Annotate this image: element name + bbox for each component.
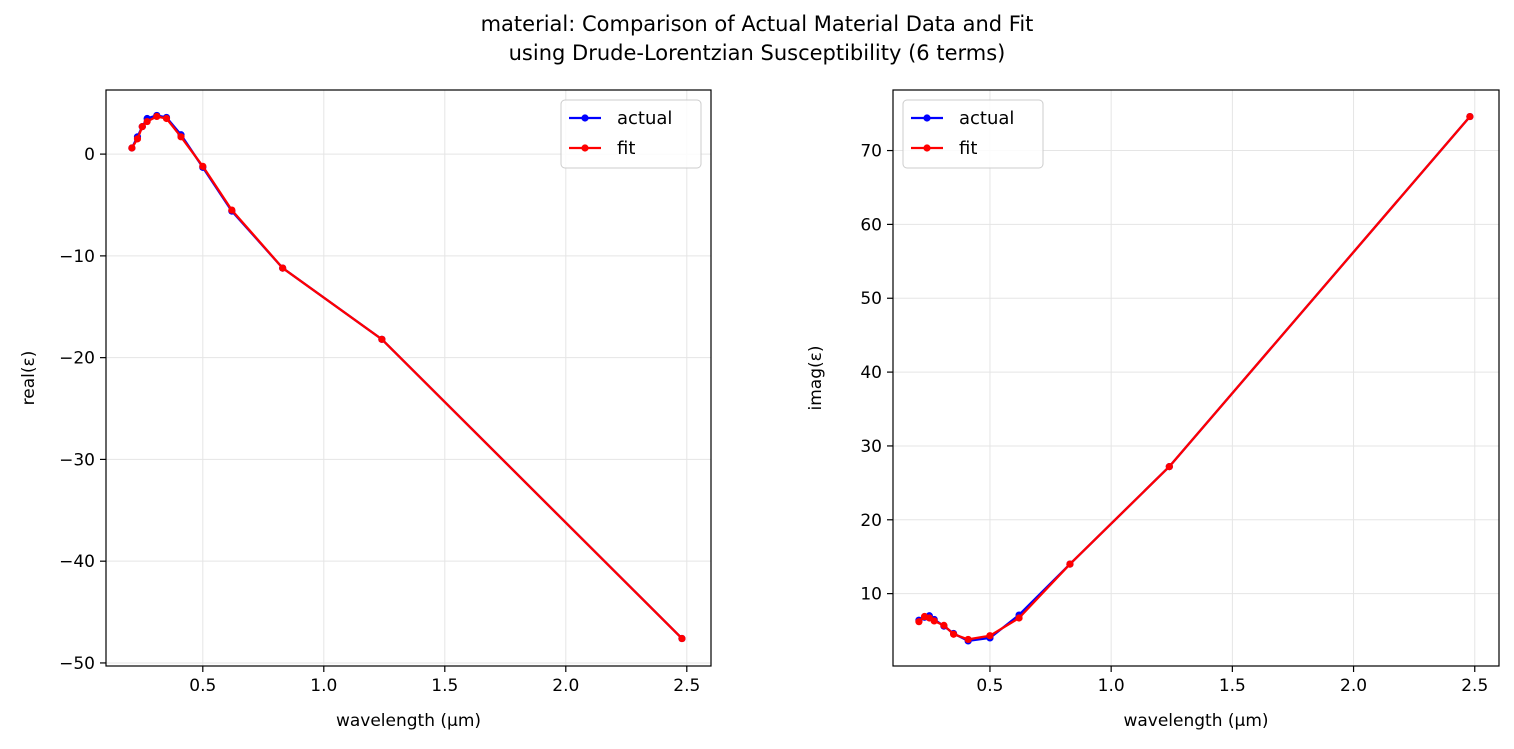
series-point-fit bbox=[153, 112, 161, 121]
series-point-fit bbox=[162, 114, 171, 123]
legend-label-actual: actual bbox=[959, 108, 1014, 129]
y-axis-label: imag(ε) bbox=[806, 346, 826, 411]
legend-marker-fit bbox=[581, 144, 589, 152]
series-point-fit bbox=[678, 634, 686, 643]
x-tick-label: 0.5 bbox=[976, 676, 1003, 696]
y-tick-label: 20 bbox=[860, 511, 882, 531]
y-tick-label: −30 bbox=[59, 450, 95, 470]
series-point-fit bbox=[177, 133, 185, 141]
y-tick-label: 30 bbox=[860, 437, 882, 457]
x-tick-label: 1.0 bbox=[310, 676, 337, 696]
x-tick-label: 1.5 bbox=[431, 676, 458, 696]
y-tick-label: 50 bbox=[860, 289, 882, 309]
series-line-actual bbox=[130, 114, 683, 640]
series-point-fit bbox=[133, 135, 142, 143]
x-axis-label: wavelength (µm) bbox=[1123, 711, 1268, 731]
plot-frame bbox=[892, 89, 1500, 667]
series-point-fit bbox=[228, 206, 236, 214]
x-tick-label: 1.5 bbox=[1219, 676, 1246, 696]
figure-title: material: Comparison of Actual Material … bbox=[0, 10, 1514, 68]
x-tick-label: 2.5 bbox=[673, 676, 700, 696]
y-tick-label: −10 bbox=[59, 247, 95, 267]
series-point-fit bbox=[950, 630, 958, 638]
chart-2: 0.5 1.0 1.5 2.0 2.5 10 20 30 40 50 60 70 wavelength … bbox=[806, 89, 1500, 731]
x-tick-label: 2.0 bbox=[1340, 676, 1367, 696]
x-tick-label: 1.0 bbox=[1098, 676, 1125, 696]
series-line-fit bbox=[918, 115, 1471, 641]
y-tick-label: 70 bbox=[860, 142, 882, 162]
series-layer bbox=[128, 111, 686, 643]
legend-marker-actual bbox=[581, 114, 589, 122]
series-point-fit bbox=[986, 632, 994, 640]
series-line-fit bbox=[130, 115, 683, 640]
series-point-fit bbox=[143, 117, 151, 126]
x-axis-label: wavelength (µm) bbox=[336, 711, 481, 731]
legend-label-fit: fit bbox=[959, 138, 977, 159]
series-point-fit bbox=[1165, 463, 1173, 471]
legend: actual fit bbox=[902, 99, 1044, 169]
x-tick-label: 2.0 bbox=[552, 676, 579, 696]
series-point-fit bbox=[279, 264, 287, 272]
series-point-fit bbox=[964, 635, 972, 644]
series-point-fit bbox=[378, 335, 386, 343]
series-point-fit bbox=[1466, 112, 1474, 121]
series-point-fit bbox=[915, 618, 923, 626]
series-point-fit bbox=[1015, 614, 1023, 622]
legend-label-fit: fit bbox=[617, 138, 635, 159]
series-point-fit bbox=[138, 123, 146, 131]
legend-marker-actual bbox=[923, 114, 931, 122]
series-point-fit bbox=[930, 617, 938, 625]
legend-marker-fit bbox=[923, 144, 931, 152]
series-line-actual bbox=[918, 115, 1471, 643]
y-tick-label: −20 bbox=[59, 349, 95, 369]
y-tick-label: 40 bbox=[860, 363, 882, 383]
y-tick-label: 60 bbox=[860, 215, 882, 235]
x-tick-label: 0.5 bbox=[189, 676, 216, 696]
series-layer bbox=[915, 112, 1474, 645]
y-axis-label: real(ε) bbox=[19, 351, 39, 406]
legend: actual fit bbox=[560, 99, 702, 169]
y-tick-label: 10 bbox=[860, 585, 882, 605]
legend-label-actual: actual bbox=[617, 108, 672, 129]
y-tick-label: −40 bbox=[59, 552, 95, 572]
series-point-fit bbox=[199, 162, 207, 170]
chart-1: 0.5 1.0 1.5 2.0 2.5 0 −10 −20 −30 −40 −50 wavelengt… bbox=[19, 89, 712, 731]
series-point-fit bbox=[940, 621, 948, 629]
y-tick-label: 0 bbox=[84, 145, 95, 165]
figure-title-line1: material: Comparison of Actual Material … bbox=[480, 12, 1034, 36]
series-point-fit bbox=[128, 144, 136, 152]
plot-frame bbox=[105, 89, 712, 667]
y-tick-label: −50 bbox=[59, 654, 95, 674]
x-tick-label: 2.5 bbox=[1461, 676, 1488, 696]
figure-title-line2: using Drude-Lorentzian Susceptibility (6… bbox=[508, 41, 1006, 65]
series-point-fit bbox=[1066, 560, 1074, 568]
